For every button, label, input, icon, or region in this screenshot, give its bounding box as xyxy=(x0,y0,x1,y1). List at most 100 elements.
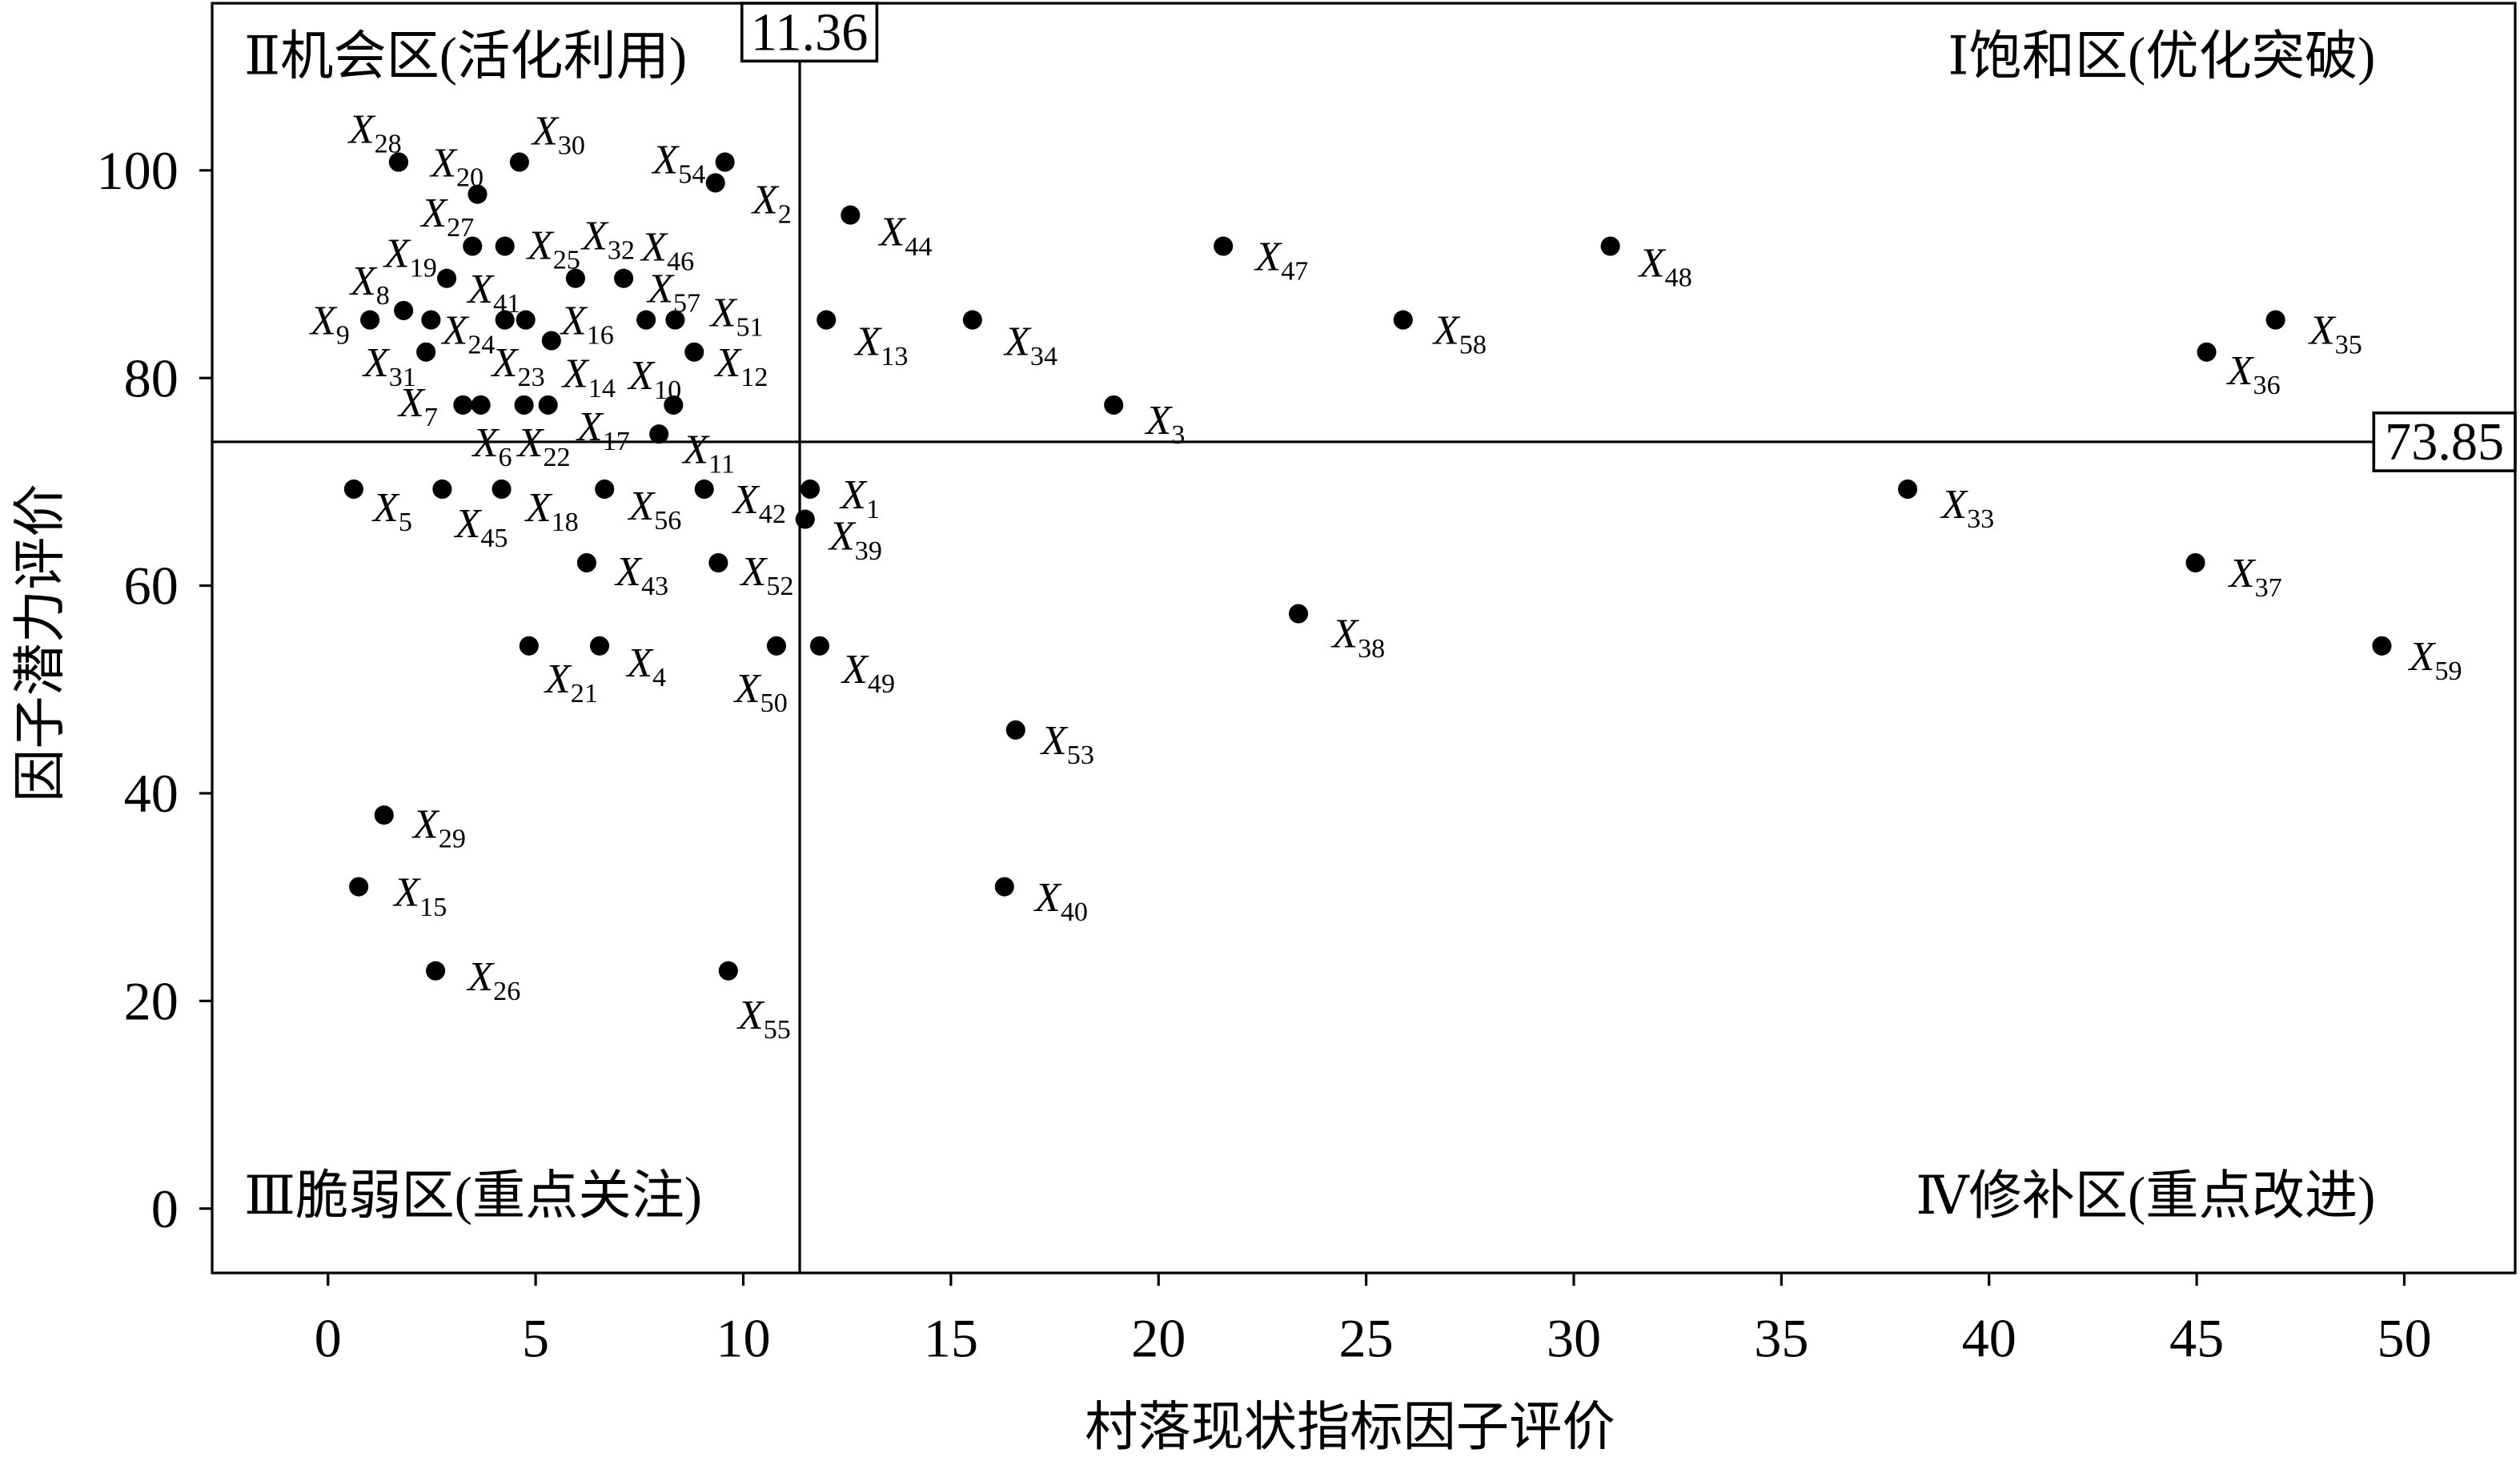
data-point-11 xyxy=(649,424,669,444)
data-point-21 xyxy=(519,636,539,656)
data-point-25 xyxy=(495,236,515,256)
point-label-2: X2 xyxy=(751,177,792,230)
quadrant-label-bottom-left: Ⅲ脆弱区(重点关注) xyxy=(244,1167,702,1226)
data-point-23 xyxy=(495,310,515,330)
point-label-subscript: 16 xyxy=(587,321,614,351)
point-label-47: X47 xyxy=(1254,234,1308,287)
point-label-variable: X xyxy=(440,307,469,354)
x-threshold-box xyxy=(740,2,879,63)
point-label-subscript: 4 xyxy=(652,663,666,692)
point-label-subscript: 28 xyxy=(375,129,402,159)
quadrant-label-top-right: Ⅰ饱和区(优化突破) xyxy=(1948,27,2375,86)
point-label-subscript: 40 xyxy=(1061,897,1088,927)
point-label-variable: X xyxy=(828,513,857,560)
data-point-18 xyxy=(492,479,512,500)
point-label-variable: X xyxy=(1638,240,1667,287)
point-label-50: X50 xyxy=(733,665,788,718)
point-label-51: X51 xyxy=(709,290,764,343)
point-label-subscript: 51 xyxy=(736,313,763,343)
point-label-subscript: 42 xyxy=(759,500,786,529)
point-label-54: X54 xyxy=(651,137,705,190)
data-point-10 xyxy=(664,395,684,415)
data-point-55 xyxy=(718,961,738,981)
point-label-variable: X xyxy=(2408,633,2437,680)
point-label-15: X15 xyxy=(392,869,447,922)
data-point-57 xyxy=(636,310,656,330)
point-label-19: X19 xyxy=(383,231,437,283)
point-label-subscript: 11 xyxy=(708,449,735,479)
point-label-21: X21 xyxy=(544,656,598,708)
data-point-39 xyxy=(795,509,815,529)
point-label-29: X29 xyxy=(411,801,466,853)
data-point-2 xyxy=(705,173,725,193)
x-tick-label: 15 xyxy=(924,1307,978,1368)
plot-frame xyxy=(211,2,2517,1274)
point-label-subscript: 1 xyxy=(866,495,880,524)
point-label-41: X41 xyxy=(466,266,520,319)
data-point-12 xyxy=(684,342,704,362)
data-point-7 xyxy=(453,395,473,415)
point-label-subscript: 29 xyxy=(439,824,466,853)
point-label-variable: X xyxy=(411,801,440,847)
y-axis: 0 20 40 60 80 100 xyxy=(96,140,213,1239)
data-point-14 xyxy=(541,331,561,351)
point-label-subscript: 14 xyxy=(588,374,616,403)
point-label-26: X26 xyxy=(466,953,520,1006)
point-label-subscript: 54 xyxy=(678,160,705,190)
data-point-41 xyxy=(437,268,457,288)
point-label-subscript: 19 xyxy=(410,254,437,283)
data-point-34 xyxy=(962,310,982,330)
data-point-16 xyxy=(516,310,536,330)
point-label-46: X46 xyxy=(640,224,694,277)
data-point-52 xyxy=(708,552,728,573)
point-label-52: X52 xyxy=(739,548,793,601)
point-label-subscript: 50 xyxy=(760,688,788,718)
data-point-30 xyxy=(509,152,529,172)
data-point-29 xyxy=(374,805,394,825)
point-label-subscript: 33 xyxy=(1967,504,1994,534)
x-tick-label: 0 xyxy=(315,1307,342,1368)
point-label-variable: X xyxy=(646,265,675,311)
point-label-subscript: 9 xyxy=(336,321,350,351)
data-point-24 xyxy=(421,310,441,330)
point-label-53: X53 xyxy=(1040,717,1094,770)
data-point-58 xyxy=(1393,310,1413,330)
point-label-variable: X xyxy=(466,266,495,312)
data-point-44 xyxy=(841,205,861,225)
y-threshold-label: 73.85 xyxy=(2372,411,2517,472)
point-label-16: X16 xyxy=(560,298,614,351)
point-label-34: X34 xyxy=(1003,319,1057,371)
point-label-variable: X xyxy=(732,476,760,523)
point-label-39: X39 xyxy=(828,513,882,566)
point-label-48: X48 xyxy=(1638,240,1692,293)
data-point-42 xyxy=(694,479,714,500)
y-tick-label: 80 xyxy=(124,347,179,408)
point-label-variable: X xyxy=(1940,481,1968,528)
data-point-15 xyxy=(349,877,369,897)
point-label-subscript: 26 xyxy=(493,977,520,1006)
point-label-subscript: 21 xyxy=(571,679,598,708)
point-label-subscript: 8 xyxy=(376,281,390,311)
point-label-subscript: 53 xyxy=(1067,741,1094,770)
point-label-subscript: 17 xyxy=(603,427,630,456)
point-label-subscript: 22 xyxy=(543,443,570,472)
point-label-subscript: 47 xyxy=(1281,257,1308,287)
data-point-31 xyxy=(416,342,436,362)
point-label-30: X30 xyxy=(531,107,585,160)
point-label-variable: X xyxy=(1003,319,1032,365)
point-label-subscript: 52 xyxy=(766,572,793,601)
point-label-25: X25 xyxy=(526,223,580,275)
data-point-26 xyxy=(426,961,446,981)
x-tick-label: 20 xyxy=(1131,1307,1186,1368)
point-label-subscript: 2 xyxy=(778,200,792,230)
point-label-1: X1 xyxy=(839,472,880,524)
point-label-variable: X xyxy=(429,140,458,187)
point-label-18: X18 xyxy=(524,484,579,537)
point-label-variable: X xyxy=(1254,234,1282,280)
point-label-8: X8 xyxy=(349,258,390,311)
point-label-37: X37 xyxy=(2228,550,2282,603)
point-label-variable: X xyxy=(466,953,495,1000)
point-label-49: X49 xyxy=(841,646,895,699)
x-axis: 0 5 10 15 20 25 30 35 40 45 50 xyxy=(315,1273,2432,1368)
point-label-45: X45 xyxy=(453,500,508,553)
